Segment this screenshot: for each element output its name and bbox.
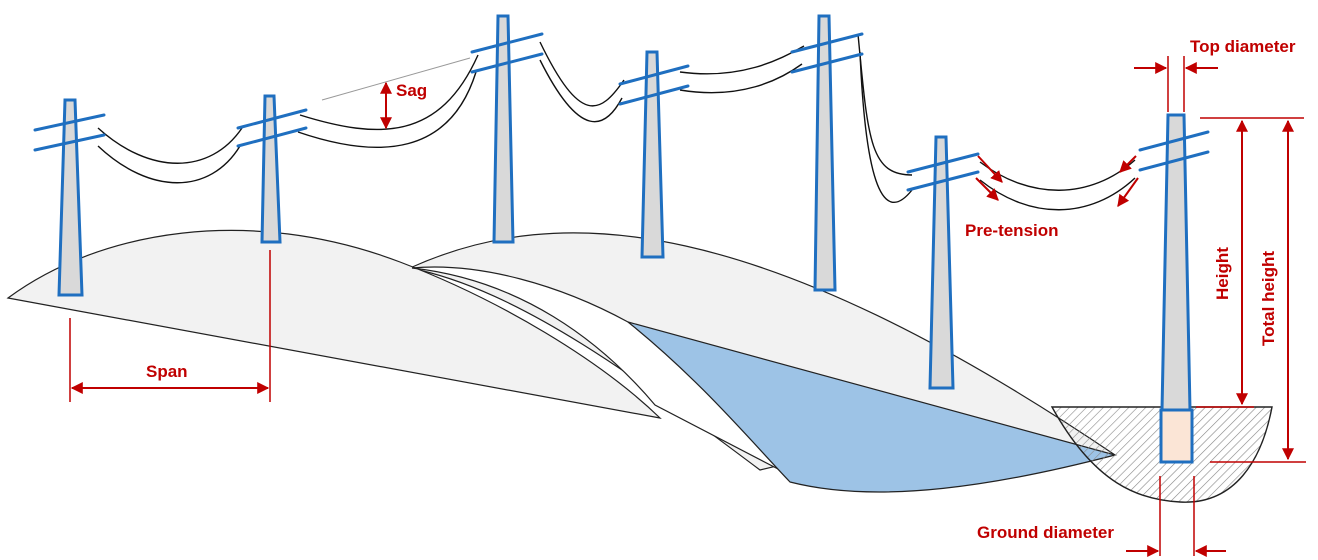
pre-tension-annotation: Pre-tension [965, 155, 1139, 240]
conductors [97, 33, 1136, 211]
span-label: Span [146, 362, 188, 381]
pole-6 [906, 135, 980, 390]
ground-diameter-label: Ground diameter [977, 523, 1114, 542]
terrain [6, 229, 1273, 503]
pole-1 [33, 98, 106, 297]
pre-tension-label: Pre-tension [965, 221, 1059, 240]
sag-reference-line [321, 57, 471, 101]
total-height-label: Total height [1259, 251, 1278, 346]
height-label: Height [1213, 247, 1232, 300]
top-diameter-label: Top diameter [1190, 37, 1296, 56]
height-annotation: Height Total height [1196, 117, 1306, 463]
front-hill [6, 229, 662, 419]
pole-7 [1138, 113, 1210, 464]
top-diameter-annotation: Top diameter [1134, 37, 1296, 112]
ground-diameter-annotation: Ground diameter [977, 476, 1226, 557]
span-annotation: Span [69, 250, 271, 402]
buried-pole-section [1159, 408, 1194, 464]
pole-4 [618, 50, 690, 259]
sag-annotation: Sag [380, 81, 427, 130]
pole-3 [470, 14, 544, 244]
sag-label: Sag [396, 81, 427, 100]
pole-5 [790, 14, 864, 292]
pole-2 [236, 94, 308, 244]
river [627, 321, 1118, 493]
